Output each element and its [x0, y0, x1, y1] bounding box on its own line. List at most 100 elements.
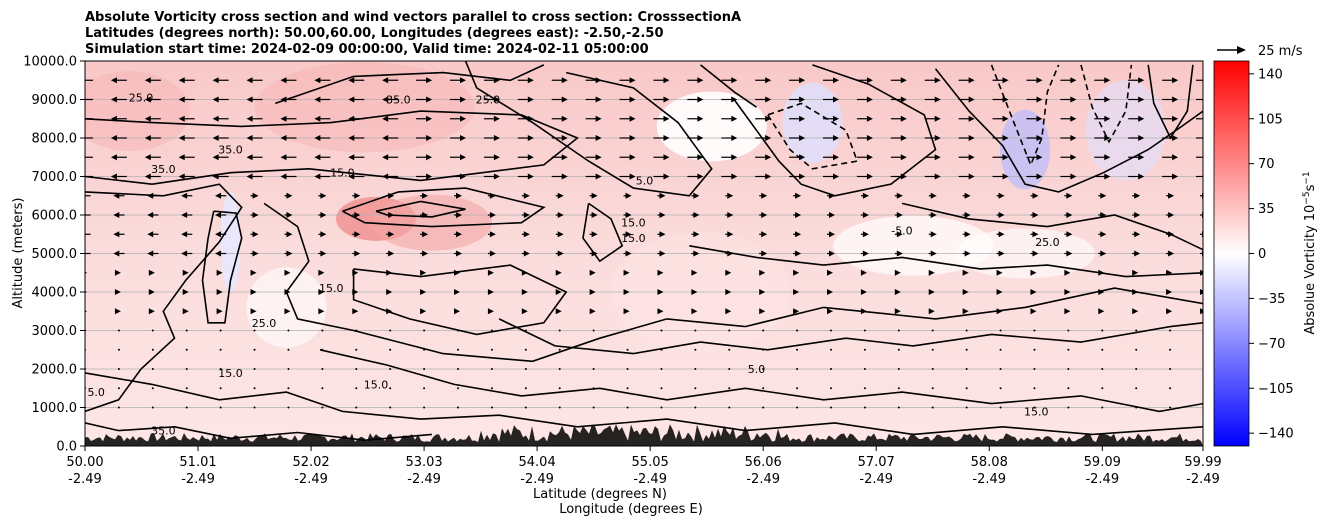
wind-vector-head	[625, 250, 632, 257]
wind-vector-dot	[321, 329, 324, 332]
wind-vector-head	[934, 115, 941, 122]
wind-vector-head	[1206, 116, 1212, 122]
wind-vector-dot	[728, 348, 731, 351]
wind-vector-dot	[151, 348, 154, 351]
wind-vector-head	[422, 192, 429, 199]
wind-vector-head	[1036, 96, 1043, 103]
wind-vector-head	[144, 96, 151, 103]
wind-vector-head	[382, 96, 389, 103]
wind-vector-head	[659, 250, 666, 257]
wind-vector-head	[110, 135, 117, 141]
wind-vector-dot	[626, 329, 629, 332]
wind-vector-head	[827, 289, 834, 295]
wind-vector-dot	[728, 406, 731, 409]
wind-vector-head	[693, 192, 700, 199]
wind-vector-dot	[185, 329, 188, 332]
wind-vector-dot	[830, 387, 833, 390]
wind-vector-head	[1002, 96, 1009, 103]
wind-vector-dot	[965, 406, 968, 409]
wind-vector-head	[1036, 135, 1043, 141]
wind-vector-head	[1066, 212, 1073, 218]
quiver-key-label: 25 m/s	[1258, 44, 1303, 59]
wind-vector-head	[765, 154, 772, 161]
wind-vector-dot	[965, 329, 968, 332]
wind-vector-head	[280, 135, 287, 141]
contour-label: 15.0	[1024, 405, 1049, 418]
contour-line	[700, 64, 757, 108]
wind-vector-head	[691, 289, 698, 295]
wind-vector-dot	[253, 368, 256, 370]
wind-vector-head	[320, 192, 327, 199]
wind-vector-head	[663, 96, 670, 103]
wind-vector-head	[422, 212, 429, 218]
wind-vector-head	[928, 308, 935, 315]
wind-vector-head	[663, 115, 670, 122]
wind-vector-head	[181, 192, 188, 199]
wind-vector-dot	[117, 329, 120, 332]
wind-vector-dot	[321, 368, 324, 370]
contour-line	[275, 64, 545, 105]
wind-vector-dot	[1135, 329, 1138, 332]
wind-vector-head	[625, 212, 632, 218]
wind-vector-head	[352, 308, 359, 315]
contour-line	[990, 64, 1060, 168]
wind-vector-head	[589, 308, 596, 315]
wind-vector-head	[799, 173, 806, 180]
wind-vector-dot	[660, 329, 663, 332]
colorbar-tick-label: 70	[1258, 157, 1275, 172]
wind-vector-dot	[1169, 348, 1172, 351]
wind-vector-dot	[1033, 368, 1036, 370]
wind-vector-dot	[830, 406, 833, 409]
colorbar-tick-label: −140	[1258, 427, 1294, 442]
wind-vector-head	[1200, 269, 1203, 276]
wind-vector-head	[523, 231, 530, 238]
wind-vector-dot	[1135, 406, 1138, 409]
x-tick-label-lat: 57.07	[858, 455, 895, 470]
x-tick-label-lon: -2.49	[520, 472, 554, 487]
wind-vector-head	[527, 96, 534, 103]
wind-vector-head	[181, 250, 188, 257]
wind-vector-dot	[287, 348, 290, 351]
wind-vector-head	[894, 269, 901, 276]
wind-vector-dot	[830, 368, 833, 370]
wind-vector-head	[1172, 115, 1179, 122]
wind-vector-head	[212, 115, 219, 122]
wind-vector-head	[1206, 135, 1212, 141]
wind-vector-dot	[1067, 368, 1070, 370]
wind-vector-head	[1036, 173, 1043, 180]
wind-vector-dot	[694, 387, 697, 390]
wind-vector-head	[765, 115, 772, 122]
wind-vector-head	[1104, 173, 1111, 180]
wind-vector-head	[182, 289, 189, 295]
wind-vector-head	[1002, 115, 1009, 122]
wind-vector-head	[181, 212, 188, 218]
wind-vector-dot	[931, 368, 934, 370]
wind-vector-dot	[1101, 387, 1104, 390]
wind-vector-dot	[897, 348, 900, 351]
wind-vector-head	[557, 192, 564, 199]
wind-vector-head	[759, 269, 766, 276]
wind-vector-head	[1134, 250, 1141, 257]
wind-vector-head	[725, 289, 732, 295]
wind-vector-head	[795, 212, 802, 218]
wind-vector-head	[561, 135, 568, 141]
wind-vector-head	[833, 173, 840, 180]
x-tick-label-lat: 59.99	[1184, 455, 1221, 470]
wind-vector-head	[1066, 250, 1073, 257]
wind-vector-head	[1134, 192, 1141, 199]
wind-vector-head	[900, 173, 907, 180]
y-tick-label: 3000.0	[32, 324, 78, 339]
wind-vector-head	[148, 289, 155, 295]
wind-vector-dot	[999, 329, 1002, 332]
wind-vector-dot	[355, 368, 358, 370]
wind-vector-head	[489, 250, 496, 257]
wind-vector-dot	[321, 348, 324, 351]
wind-vector-head	[1132, 269, 1139, 276]
wind-vector-dot	[694, 406, 697, 409]
wind-vector-head	[1032, 212, 1039, 218]
wind-vector-dot	[185, 387, 188, 390]
wind-vector-head	[663, 77, 670, 84]
terrain-noise	[85, 424, 1203, 446]
wind-vector-dot	[931, 387, 934, 390]
wind-vector-head	[727, 250, 734, 257]
